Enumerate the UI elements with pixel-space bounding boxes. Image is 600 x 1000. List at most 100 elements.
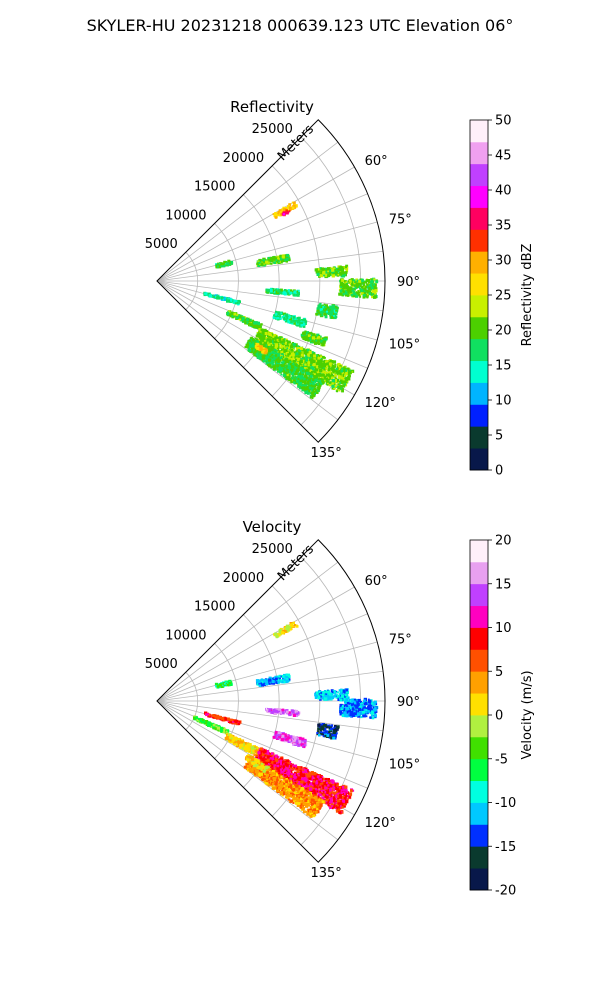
echo-gate	[315, 357, 318, 360]
echo-gate	[268, 709, 271, 712]
echo-gate	[324, 363, 329, 368]
echo-gate	[355, 291, 358, 293]
echo-gate	[287, 289, 290, 292]
echo-gate	[320, 337, 323, 340]
azimuth-gridline	[156, 280, 384, 312]
echo-gate	[255, 338, 259, 341]
echo-gate	[328, 268, 330, 270]
echo-gate	[298, 316, 301, 320]
echo-gate	[257, 325, 261, 328]
echo-gate	[277, 356, 281, 360]
echo-gate	[299, 358, 302, 361]
echo-gate	[222, 298, 225, 301]
echo-gate	[308, 367, 311, 370]
echo-gate	[354, 281, 357, 284]
echo-gate	[260, 678, 264, 681]
echo-gate	[320, 378, 324, 382]
echo-gate	[356, 286, 359, 289]
echo-gate	[347, 709, 352, 713]
echo-gate	[258, 680, 261, 684]
echo-gate	[337, 385, 339, 388]
echo-gate	[295, 382, 298, 385]
echo-gate	[256, 353, 259, 357]
echo-gate	[335, 368, 338, 371]
echo-gate	[305, 374, 308, 378]
echo-gate	[350, 283, 354, 286]
echo-gate	[287, 342, 289, 345]
colorbar-swatch	[470, 360, 488, 383]
echo-gate	[307, 353, 311, 357]
echo-gate	[204, 293, 207, 295]
echo-gate	[281, 362, 284, 365]
echo-gate	[347, 286, 352, 291]
echo-gate	[315, 691, 319, 695]
echo-gate	[320, 313, 323, 317]
echo-gate	[323, 359, 327, 363]
echo-gate	[338, 381, 341, 384]
echo-gate	[234, 720, 238, 724]
echo-gate	[313, 375, 317, 379]
echo-gate	[296, 316, 299, 320]
azimuth-gridline	[156, 250, 384, 282]
echo-gate	[318, 386, 321, 389]
echo-gate	[242, 316, 245, 319]
echo-gate	[312, 341, 315, 344]
echo-gate	[270, 365, 274, 369]
echo-gate	[286, 377, 289, 380]
echo-gate	[292, 713, 297, 717]
echo-gate	[267, 258, 271, 262]
echo-gate	[291, 380, 295, 384]
echo-gate	[256, 345, 259, 347]
echo-gate	[285, 375, 288, 379]
echo-gate	[271, 350, 275, 354]
echo-gate	[319, 303, 322, 306]
echo-gate	[351, 281, 354, 284]
echo-gate	[341, 388, 344, 391]
echo-gate	[295, 354, 298, 357]
echo-gate	[370, 707, 373, 710]
echo-gate	[294, 742, 297, 745]
echo-gate	[272, 363, 275, 367]
echo-gate	[282, 364, 285, 367]
echo-gate	[334, 374, 337, 377]
echo-gate	[353, 700, 356, 703]
echo-gate	[344, 700, 347, 704]
echo-gate	[267, 256, 271, 261]
echo-gate	[331, 378, 336, 383]
echo-gate	[312, 383, 315, 386]
echo-gate	[297, 744, 300, 747]
echo-gate	[284, 678, 286, 681]
echo-gate	[281, 734, 285, 738]
sector-outline	[156, 119, 386, 443]
echo-gate	[295, 368, 299, 373]
echo-gate	[226, 683, 230, 687]
echo-gate	[368, 292, 372, 295]
echo-gate	[366, 296, 369, 299]
echo-gate	[340, 368, 342, 370]
echo-gate	[323, 362, 327, 366]
echo-gate	[326, 312, 328, 315]
echo-gate	[299, 387, 302, 390]
echo-gate	[333, 378, 337, 382]
echo-gate	[374, 286, 377, 289]
echo-gate	[326, 269, 330, 273]
echo-gate	[281, 255, 285, 259]
echo-gate	[292, 379, 296, 383]
echo-gate	[337, 368, 341, 371]
echo-gate	[268, 681, 271, 684]
echo-gate	[285, 344, 288, 347]
echo-gate	[262, 344, 266, 347]
echo-gate	[270, 345, 273, 349]
echo-gate	[317, 356, 321, 360]
echo-gate	[277, 361, 281, 365]
echo-gate	[360, 293, 363, 296]
echo-gate	[344, 690, 347, 694]
echo-gate	[288, 210, 291, 213]
echo-cluster	[256, 253, 291, 267]
echo-gate	[213, 295, 216, 299]
echo-gate	[269, 342, 273, 346]
echo-gate	[338, 366, 342, 369]
echo-gate	[302, 318, 305, 322]
